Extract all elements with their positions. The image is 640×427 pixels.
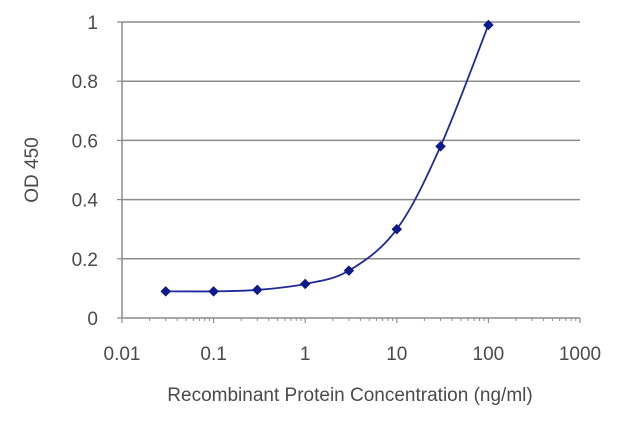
- x-tick-label: 10: [386, 344, 407, 365]
- y-tick-labels: 0 0.2 0.4 0.6 0.8 1: [72, 13, 99, 330]
- series-layer: [160, 19, 494, 297]
- data-point: [299, 278, 311, 290]
- grid-lines: [122, 21, 580, 260]
- data-point: [160, 286, 172, 297]
- x-tick-label: 100: [473, 344, 505, 365]
- data-point: [343, 265, 355, 276]
- x-tick-label: 1: [300, 344, 311, 365]
- x-axis-title: Recombinant Protein Concentration (ng/ml…: [167, 385, 532, 406]
- x-tick-labels: 0.01 0.1 1 10 100 1000: [104, 344, 602, 365]
- y-tick-label: 0.2: [72, 250, 98, 271]
- data-point: [483, 19, 494, 31]
- x-tick-label: 0.01: [104, 344, 141, 365]
- y-tick-label: 0: [87, 309, 98, 330]
- y-tick-label: 0.8: [72, 72, 98, 93]
- y-tick-label: 1: [87, 13, 98, 34]
- data-point: [208, 286, 219, 297]
- y-axis-title: OD 450: [22, 137, 43, 202]
- x-tick-label: 1000: [559, 344, 601, 365]
- data-point: [251, 284, 263, 296]
- y-tick-label: 0.4: [72, 191, 99, 212]
- data-point: [391, 223, 403, 235]
- y-tick-label: 0.6: [72, 131, 98, 152]
- data-point: [435, 140, 446, 152]
- x-tick-label: 0.1: [200, 344, 226, 365]
- axes: [117, 21, 581, 323]
